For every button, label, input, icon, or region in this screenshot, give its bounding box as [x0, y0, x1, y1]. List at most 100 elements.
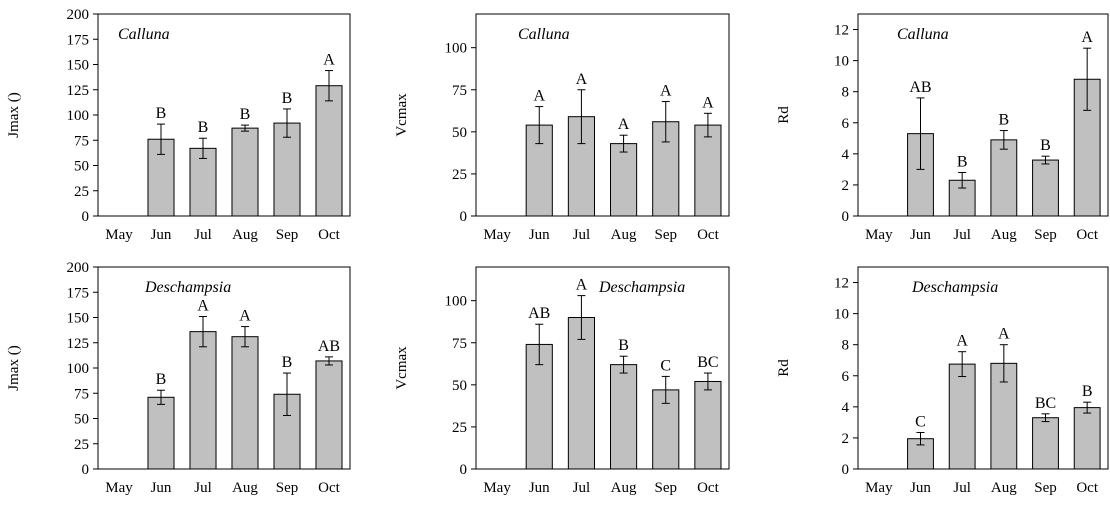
significance-letter: A	[660, 83, 672, 100]
y-tick-label: 100	[67, 108, 90, 124]
bar-jul	[189, 331, 217, 470]
y-tick-label: 0	[460, 462, 468, 478]
significance-letter: A	[239, 308, 251, 325]
plot-frame	[857, 266, 1109, 470]
y-tick-label: 0	[842, 209, 850, 225]
significance-letter: B	[282, 354, 293, 371]
y-axis-title: Vcmax	[394, 346, 410, 390]
significance-letter: B	[998, 112, 1009, 129]
bar-sep	[1032, 417, 1059, 470]
bar-oct	[694, 124, 722, 217]
significance-letter: A	[323, 52, 335, 69]
bar-sep	[1032, 159, 1059, 217]
bar-aug	[610, 143, 638, 217]
significance-letter: B	[618, 337, 629, 354]
plot-frame	[97, 266, 351, 470]
y-tick-label: 75	[452, 83, 467, 99]
x-tick-label: Oct	[697, 480, 719, 496]
y-tick-label: 0	[82, 209, 90, 225]
x-tick-label: Oct	[697, 227, 719, 243]
x-tick-label: Jun	[910, 227, 931, 243]
y-tick-label: 50	[74, 412, 89, 428]
y-tick-label: 150	[67, 58, 90, 74]
chart-panel-6: 0 2 4 6 8 10 12 May C Jun A Jul A Aug BC Sep B Oct Descham…	[776, 266, 1109, 496]
y-tick-label: 75	[74, 386, 89, 402]
y-tick-label: 2	[842, 431, 850, 447]
chart-panel-2: 0 25 50 75 100 May A Jun A Jul A Aug A Sep A Oct Calluna…	[394, 13, 730, 243]
bar-jul	[567, 317, 595, 470]
significance-letter: C	[660, 357, 671, 374]
y-tick-label: 175	[67, 32, 90, 48]
chart-panel-4: 0 25 50 75 100 125 150 175 200 May B Jun A Jul A Aug B Se…	[6, 260, 351, 496]
y-tick-label: 8	[842, 85, 850, 101]
y-tick-label: 25	[452, 167, 467, 183]
significance-letter: A	[576, 277, 588, 294]
x-tick-label: Jul	[953, 227, 971, 243]
y-tick-label: 125	[67, 83, 90, 99]
x-tick-label: Jul	[573, 227, 591, 243]
x-tick-label: Oct	[1076, 480, 1098, 496]
x-tick-label: Jun	[529, 480, 550, 496]
y-tick-label: 200	[67, 7, 90, 23]
significance-letter: B	[1040, 137, 1051, 154]
y-tick-label: 200	[67, 260, 90, 276]
significance-letter: AB	[318, 338, 340, 355]
significance-letter: AB	[909, 79, 931, 96]
y-tick-label: 0	[842, 462, 850, 478]
significance-letter: BC	[1035, 395, 1056, 412]
y-axis-title: Jmax ()	[6, 345, 22, 390]
y-axis-title: Jmax ()	[6, 92, 22, 137]
y-tick-label: 6	[842, 369, 850, 385]
x-tick-label: Sep	[655, 480, 678, 496]
y-tick-label: 25	[74, 437, 89, 453]
bar-jul	[948, 363, 976, 470]
y-tick-label: 150	[67, 311, 90, 327]
y-tick-label: 25	[452, 420, 467, 436]
bar-oct	[694, 380, 722, 470]
y-tick-label: 100	[67, 361, 90, 377]
significance-letter: B	[156, 371, 167, 388]
bar-jul	[948, 179, 976, 217]
bar-oct	[1073, 407, 1101, 470]
y-tick-label: 175	[67, 285, 90, 301]
y-tick-label: 50	[452, 125, 467, 141]
x-tick-label: Jun	[151, 480, 172, 496]
x-tick-label: May	[865, 480, 893, 496]
panel-title: Deschampsia	[144, 279, 231, 296]
y-tick-label: 6	[842, 116, 850, 132]
y-tick-label: 12	[834, 23, 849, 39]
bar-jun	[147, 396, 175, 470]
bar-aug	[610, 364, 638, 470]
y-tick-label: 0	[82, 462, 90, 478]
significance-letter: B	[1082, 383, 1093, 400]
y-axis-title: Rd	[776, 359, 792, 377]
chart-panel-5: 0 25 50 75 100 May AB Jun A Jul B Aug C Sep BC Oct Desch…	[394, 266, 730, 496]
x-tick-label: Aug	[611, 227, 637, 243]
plot-frame	[475, 13, 730, 217]
x-tick-label: Oct	[1076, 227, 1098, 243]
plot-frame	[97, 13, 351, 217]
x-tick-label: Jun	[910, 480, 931, 496]
y-tick-label: 75	[452, 336, 467, 352]
significance-letter: B	[198, 119, 209, 136]
x-tick-label: Jun	[151, 227, 172, 243]
y-tick-label: 10	[834, 307, 849, 323]
panel-title: Calluna	[897, 26, 949, 43]
panel-title: Calluna	[118, 26, 170, 43]
significance-letter: A	[702, 94, 714, 111]
y-tick-label: 75	[74, 133, 89, 149]
panel-title: Deschampsia	[911, 279, 998, 296]
plot-frame	[475, 266, 730, 470]
x-tick-label: May	[865, 227, 893, 243]
y-tick-label: 0	[460, 209, 468, 225]
x-tick-label: May	[483, 480, 511, 496]
significance-letter: A	[576, 71, 588, 88]
x-tick-label: Sep	[1034, 480, 1057, 496]
y-tick-label: 12	[834, 276, 849, 292]
y-axis-title: Vcmax	[394, 93, 410, 137]
significance-letter: A	[956, 333, 968, 350]
significance-letter: C	[915, 413, 926, 430]
y-tick-label: 10	[834, 54, 849, 70]
x-tick-label: Jul	[194, 480, 212, 496]
